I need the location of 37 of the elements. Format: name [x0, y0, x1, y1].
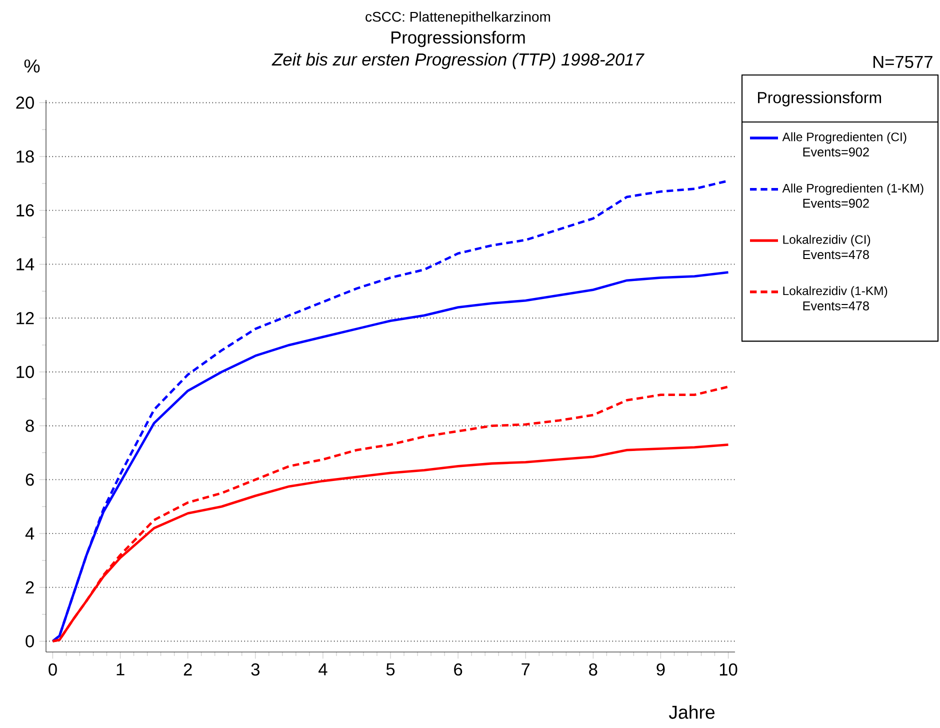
legend-label: Alle Progredienten (1-KM) — [782, 184, 924, 196]
x-tick-label: 5 — [386, 663, 395, 676]
y-tick-label: 16 — [16, 204, 34, 217]
x-tick-label: 8 — [589, 663, 598, 676]
y-tick-label: 4 — [25, 528, 34, 540]
x-tick-label: 7 — [522, 663, 530, 676]
text: Events=902 — [803, 198, 869, 208]
y-tick-label: 0 — [26, 635, 34, 648]
y-tick-label: 10 — [16, 366, 34, 378]
legend-label: Alle Progredienten (CI) — [782, 132, 906, 144]
y-tick-label: 14 — [16, 258, 34, 270]
x-axis-title: Jahre — [668, 705, 715, 719]
text: N=7577 — [874, 56, 932, 68]
text: cSCC: Plattenepithelkarzinom — [366, 11, 550, 25]
legend-title: Progressionsform — [758, 92, 882, 106]
x-tick-label: 4 — [318, 663, 328, 676]
chart-title: Progressionsform — [392, 30, 525, 48]
legend-label: Lokalrezidiv (CI) — [783, 234, 870, 246]
legend-label: Lokalrezidiv (1-KM) — [783, 286, 888, 298]
y-tick-label: 6 — [26, 474, 34, 486]
x-tick-label: 1 — [116, 663, 124, 676]
text: Events=478 — [803, 250, 869, 260]
y-tick-label: 2 — [26, 581, 34, 594]
x-tick-label: 10 — [720, 663, 738, 676]
y-tick-label: 8 — [26, 420, 34, 432]
x-tick-label: 6 — [454, 663, 462, 676]
x-tick-label: 0 — [48, 663, 57, 676]
text: Events=902 — [803, 148, 869, 156]
y-tick-label: 18 — [16, 150, 34, 163]
chart-subtitle: Zeit bis zur ersten Progression (TTP) 1998-2017 — [272, 52, 644, 70]
text: Events=478 — [803, 301, 869, 310]
y-axis-title: % — [24, 59, 40, 73]
y-tick-label: 20 — [16, 96, 34, 109]
x-tick-label: 3 — [251, 663, 260, 676]
x-tick-label: 2 — [184, 663, 192, 676]
x-tick-label: 9 — [656, 663, 665, 676]
y-tick-label: 12 — [16, 312, 34, 324]
